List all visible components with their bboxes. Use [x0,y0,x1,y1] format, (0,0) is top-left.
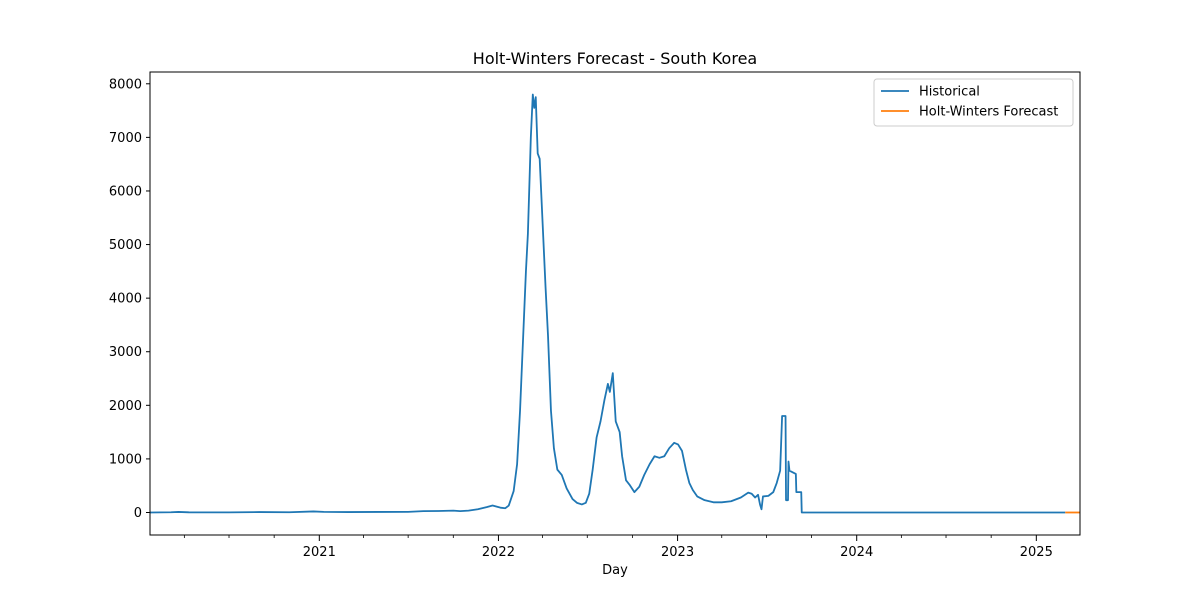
x-tick-label: 2025 [1020,545,1053,560]
y-tick-label: 8000 [109,77,142,92]
x-tick-label: 2024 [840,545,873,560]
y-tick-label: 0 [134,506,142,521]
legend-label: Holt-Winters Forecast [919,105,1058,120]
y-tick-label: 6000 [109,184,142,199]
legend-label: Historical [919,85,980,100]
axes: 0 1000 2000 3000 4000 5000 6000 7000 8000 2021 202… [109,77,1053,560]
x-tick-label: 2021 [303,545,336,560]
y-tick-label: 2000 [109,399,142,414]
legend: Historical Holt-Winters Forecast [873,78,1074,127]
x-axis-label: Day [602,563,628,578]
y-tick-label: 5000 [109,238,142,253]
x-tick-label: 2022 [482,545,515,560]
plot-frame [149,71,1081,536]
x-tick-label: 2023 [661,545,694,560]
legend-box [873,78,1074,127]
y-tick-label: 1000 [109,452,142,467]
y-tick-label: 7000 [109,131,142,146]
y-tick-label: 3000 [109,345,142,360]
plot-series [149,93,1080,514]
series-line-historical [149,93,1066,514]
y-tick-label: 4000 [109,292,142,307]
chart-title: Holt-Winters Forecast - South Korea [473,49,757,68]
